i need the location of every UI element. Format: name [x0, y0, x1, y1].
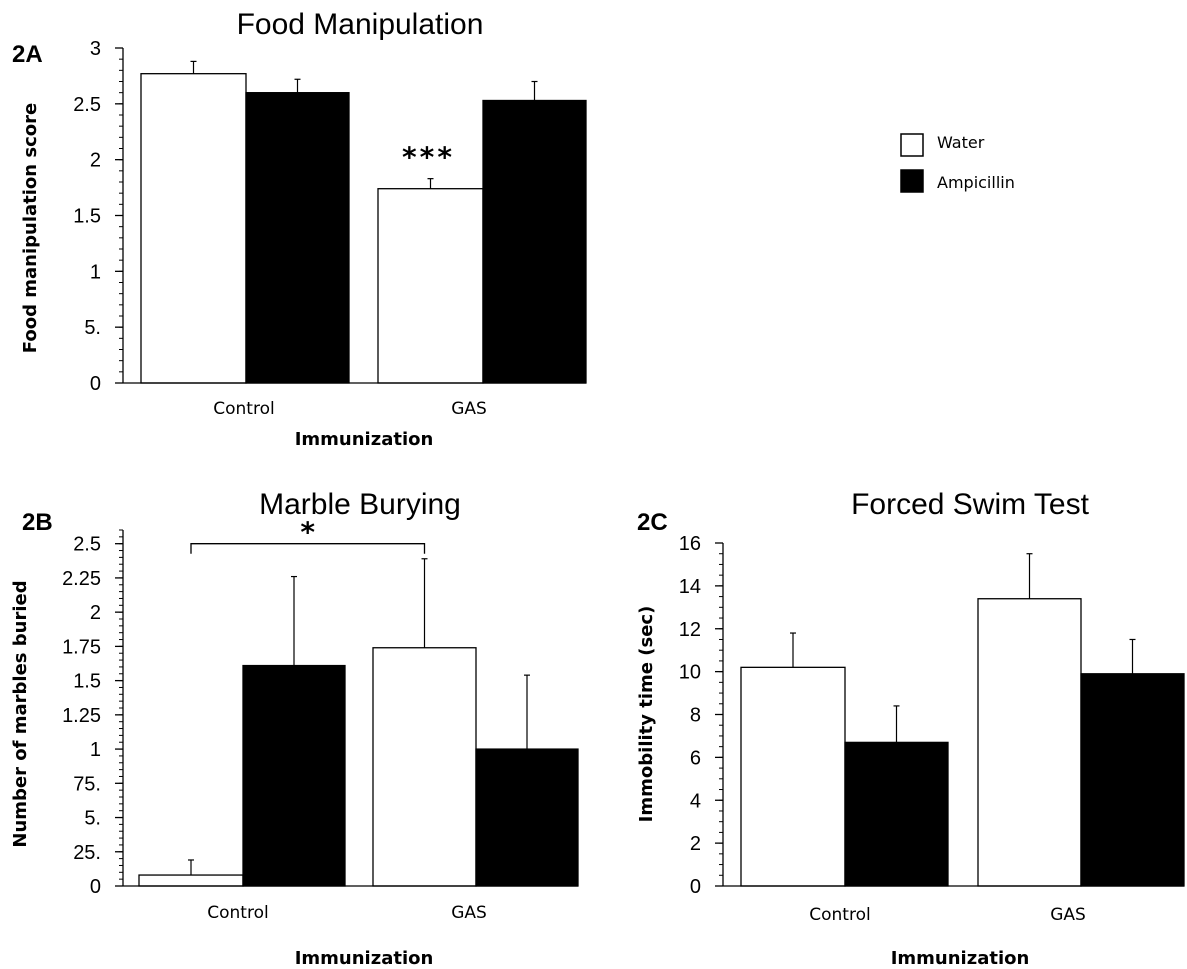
bar-2c-gas-ampicillin — [1080, 673, 1185, 887]
chart-title-2c: Forced Swim Test — [851, 488, 1090, 521]
y-tick-label-2b: 1.5 — [73, 671, 101, 693]
bar-2b-control-ampicillin — [242, 664, 346, 887]
y-tick-label-2b: 25. — [73, 842, 101, 864]
y-tick-label-2a: 2.5 — [73, 94, 101, 116]
legend-swatch-ampicillin — [900, 169, 924, 193]
legend-label-ampicillin: Ampicillin — [937, 173, 1015, 192]
panel-label-2a: 2A — [12, 41, 43, 68]
y-tick-label-2a: 3 — [90, 38, 101, 60]
chart-title-2b: Marble Burying — [259, 488, 461, 521]
y-tick-label-2b: 1 — [90, 739, 101, 761]
significance-bracket-2b — [190, 543, 426, 554]
legend-swatch-water — [900, 133, 924, 157]
bar-2c-control-water — [740, 666, 846, 887]
category-label-2a-gas: GAS — [451, 399, 487, 419]
bar-2b-control-water — [138, 874, 244, 887]
category-label-2b-control: Control — [207, 903, 268, 923]
bar-2a-gas-ampicillin — [482, 99, 587, 384]
y-tick-label-2b: 75. — [73, 773, 101, 795]
y-tick-label-2b: 1.25 — [62, 705, 101, 727]
y-tick-label-2a: 1 — [90, 261, 101, 283]
y-tick-label-2a: 5. — [84, 317, 101, 339]
bar-2c-gas-water — [977, 598, 1082, 887]
y-tick-label-2c: 10 — [679, 662, 701, 684]
panel-label-2b: 2B — [22, 509, 53, 536]
y-tick-label-2c: 14 — [679, 576, 701, 598]
y-tick-label-2a: 2 — [90, 150, 101, 172]
x-axis-label-2b: Immunization — [295, 948, 434, 969]
y-axis-label-2a: Food manipulation score — [20, 103, 41, 353]
bar-2b-gas-water — [372, 647, 477, 887]
category-label-2b-gas: GAS — [451, 903, 487, 923]
chart-title-2a: Food Manipulation — [237, 8, 484, 41]
bar-2a-control-water — [140, 73, 247, 384]
category-label-2c-gas: GAS — [1050, 905, 1086, 925]
y-tick-label-2b: 2.25 — [62, 568, 101, 590]
y-tick-label-2c: 2 — [690, 833, 701, 855]
y-tick-label-2b: 2 — [90, 602, 101, 624]
significance-marker-2b: * — [300, 516, 315, 549]
category-label-2c-control: Control — [809, 905, 870, 925]
y-tick-label-2c: 6 — [690, 747, 701, 769]
y-axis-label-2c: Immobility time (sec) — [636, 606, 657, 823]
bar-2b-gas-ampicillin — [475, 748, 579, 887]
x-axis-label-2a: Immunization — [295, 429, 434, 450]
bar-2a-gas-water — [377, 188, 484, 384]
y-tick-label-2c: 16 — [679, 533, 701, 555]
legend-label-water: Water — [937, 133, 985, 152]
y-tick-label-2c: 0 — [690, 876, 701, 898]
y-tick-label-2c: 4 — [690, 790, 701, 812]
bar-2c-control-ampicillin — [844, 741, 949, 887]
bar-2a-control-ampicillin — [245, 92, 350, 384]
y-tick-label-2b: 2.5 — [73, 534, 101, 556]
y-tick-label-2a: 0 — [90, 373, 101, 395]
x-axis-label-2c: Immunization — [891, 948, 1030, 969]
y-tick-label-2c: 8 — [690, 705, 701, 727]
legend: Water Ampicillin — [900, 133, 1015, 193]
y-tick-label-2a: 1.5 — [73, 206, 101, 228]
y-tick-label-2b: 5. — [84, 808, 101, 830]
panel-label-2c: 2C — [637, 509, 668, 536]
y-tick-label-2b: 1.75 — [62, 636, 101, 658]
y-tick-label-2b: 0 — [90, 876, 101, 898]
category-label-2a-control: Control — [213, 399, 274, 419]
y-axis-label-2b: Number of marbles buried — [10, 580, 31, 847]
significance-marker-2a: *** — [402, 141, 455, 174]
y-tick-label-2c: 12 — [679, 619, 701, 641]
